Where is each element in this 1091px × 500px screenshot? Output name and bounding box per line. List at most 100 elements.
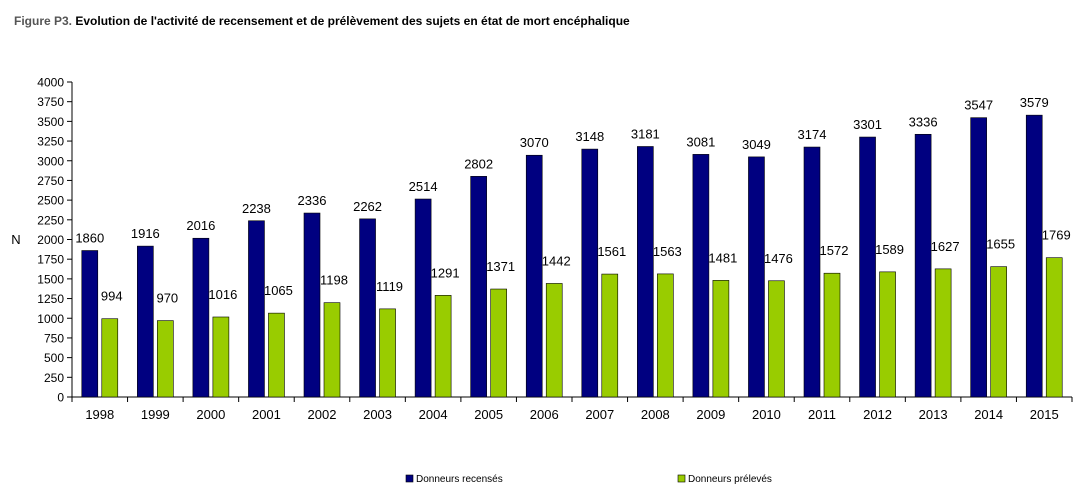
y-tick-label: 2250 (37, 213, 64, 227)
bar-recenses (414, 198, 432, 398)
bar-preleves (657, 273, 674, 398)
data-label-preleves: 1442 (542, 253, 571, 268)
y-tick-label: 250 (44, 371, 64, 385)
bar-preleves (323, 302, 341, 398)
data-label-recenses: 3579 (1020, 95, 1049, 110)
data-label-preleves: 1198 (320, 273, 348, 288)
data-label-preleves: 1291 (431, 265, 460, 280)
x-tick-label: 2002 (308, 407, 337, 422)
x-tick-label: 2009 (696, 407, 725, 422)
x-tick-label: 2006 (530, 407, 559, 422)
y-tick-label: 4000 (37, 76, 64, 90)
bar-preleves (712, 280, 730, 398)
bar-recenses (581, 148, 599, 398)
x-tick-label: 2005 (474, 407, 503, 422)
bar-recenses (248, 220, 265, 398)
bar-recenses (1025, 114, 1043, 398)
x-tick-label: 1999 (141, 407, 170, 422)
data-label-preleves: 1561 (597, 244, 626, 259)
bar-recenses (525, 154, 543, 398)
y-tick-label: 3000 (37, 154, 64, 168)
y-tick-label: 2000 (37, 233, 64, 247)
y-tick-label: 3500 (37, 115, 64, 129)
bar-preleves (212, 316, 230, 398)
data-label-recenses: 2262 (353, 199, 382, 214)
figure-title-text: Evolution de l'activité de recensement e… (75, 14, 630, 28)
data-label-preleves: 1371 (486, 259, 515, 274)
bar-recenses (137, 245, 154, 398)
bar-preleves (934, 268, 952, 398)
data-label-recenses: 3081 (686, 134, 715, 149)
bar-preleves (268, 312, 285, 398)
y-tick-label: 3250 (37, 135, 64, 149)
y-tick-label: 1500 (37, 272, 64, 286)
data-label-preleves: 1476 (764, 251, 793, 266)
data-label-recenses: 3181 (631, 126, 660, 141)
bar-preleves (879, 271, 896, 398)
data-label-preleves: 970 (156, 291, 178, 306)
data-label-recenses: 2336 (298, 193, 327, 208)
bar-preleves (823, 272, 841, 398)
bar-preleves (490, 288, 507, 398)
bar-recenses (81, 250, 99, 398)
x-tick-label: 2007 (585, 407, 614, 422)
x-tick-label: 2010 (752, 407, 781, 422)
y-tick-label: 3750 (37, 95, 64, 109)
bar-preleves (990, 266, 1007, 398)
y-axis-label: N (11, 232, 20, 247)
figure-title: Figure P3. Evolution de l'activité de re… (14, 14, 630, 28)
bar-recenses (303, 212, 321, 398)
x-tick-label: 2003 (363, 407, 392, 422)
data-label-preleves: 1563 (653, 244, 682, 259)
data-label-preleves: 1769 (1042, 228, 1071, 243)
data-label-recenses: 3174 (798, 127, 827, 142)
bar-preleves (101, 318, 119, 398)
x-tick-label: 2008 (641, 407, 670, 422)
data-label-recenses: 3148 (575, 129, 604, 144)
data-label-recenses: 1916 (131, 226, 160, 241)
x-tick-label: 2012 (863, 407, 892, 422)
y-tick-label: 2750 (37, 174, 64, 188)
x-tick-label: 2001 (252, 407, 281, 422)
legend-swatch-preleves (677, 474, 686, 483)
y-tick-label: 1000 (37, 312, 64, 326)
x-tick-label: 2014 (974, 407, 1003, 422)
data-label-preleves: 1119 (376, 279, 403, 294)
x-tick-label: 1998 (85, 407, 114, 422)
data-label-recenses: 3070 (520, 135, 549, 150)
data-label-preleves: 1481 (708, 250, 737, 265)
data-label-recenses: 2016 (186, 218, 215, 233)
bar-preleves (434, 295, 452, 398)
bar-preleves (768, 280, 785, 398)
data-label-recenses: 3301 (853, 117, 882, 132)
y-tick-label: 500 (44, 351, 64, 365)
data-label-recenses: 3547 (964, 98, 993, 113)
x-tick-label: 2004 (419, 407, 448, 422)
bar-recenses (637, 146, 654, 398)
data-label-recenses: 1860 (75, 231, 104, 246)
data-label-recenses: 2802 (464, 156, 493, 171)
bar-recenses (359, 218, 376, 398)
bar-recenses (914, 133, 932, 398)
y-tick-label: 0 (57, 391, 64, 405)
bar-recenses (470, 176, 487, 398)
data-label-preleves: 1065 (264, 283, 293, 298)
x-tick-label: 2013 (919, 407, 948, 422)
data-label-preleves: 1589 (875, 242, 904, 257)
x-tick-label: 2015 (1030, 407, 1059, 422)
bar-preleves (1045, 257, 1063, 398)
legend-label-preleves: Donneurs prélevés (688, 474, 772, 485)
bar-recenses (748, 156, 765, 398)
bar-recenses (692, 154, 710, 398)
data-label-recenses: 2238 (242, 201, 271, 216)
bar-preleves (379, 308, 396, 398)
bar-preleves (545, 283, 563, 398)
y-tick-label: 1750 (37, 253, 64, 267)
figure-label: Figure P3. (14, 14, 73, 28)
data-label-preleves: 1627 (931, 239, 960, 254)
data-label-preleves: 994 (101, 289, 123, 304)
y-tick-label: 2500 (37, 194, 64, 208)
data-label-preleves: 1572 (820, 243, 849, 258)
x-tick-label: 2000 (196, 407, 225, 422)
